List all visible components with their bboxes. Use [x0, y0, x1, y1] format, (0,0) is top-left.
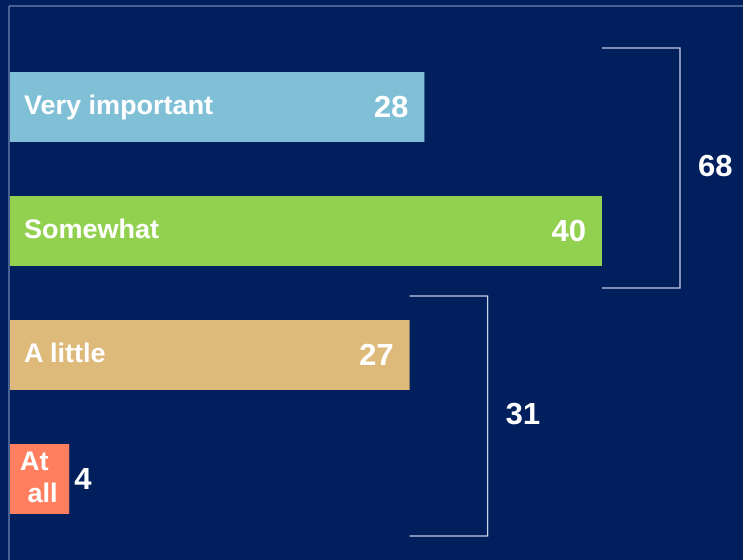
- bar: [10, 196, 602, 266]
- value-label: 4: [74, 461, 92, 496]
- bar: [10, 72, 425, 142]
- value-label: 27: [359, 337, 393, 372]
- category-label: Somewhat: [24, 214, 159, 244]
- bar: [10, 320, 410, 390]
- bar: [10, 444, 70, 514]
- category-label: A little: [24, 338, 106, 368]
- bracket: [602, 47, 681, 289]
- group-total: 68: [698, 148, 732, 183]
- category-label: Very important: [24, 90, 213, 120]
- value-label: 40: [552, 213, 586, 248]
- category-label: At all: [20, 446, 58, 508]
- bracket: [409, 295, 489, 537]
- group-total: 31: [506, 396, 540, 431]
- value-label: 28: [374, 89, 408, 124]
